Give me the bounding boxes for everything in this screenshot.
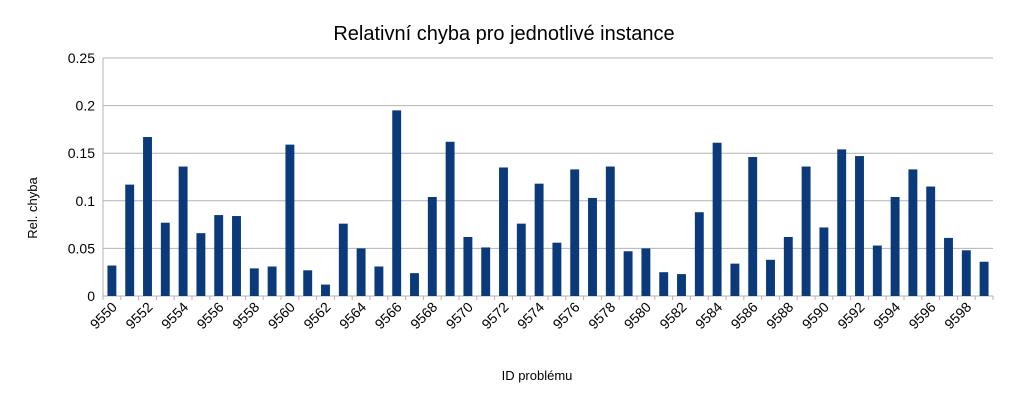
- bar-9557: [232, 216, 241, 296]
- x-tick-label: 9556: [193, 299, 226, 332]
- x-tick-label: 9592: [834, 299, 867, 332]
- bar-9577: [588, 197, 597, 296]
- x-tick-label: 9570: [443, 299, 476, 332]
- bar-9589: [801, 166, 811, 296]
- x-tick-label: 9582: [656, 299, 689, 332]
- x-tick-label: 9580: [621, 299, 654, 332]
- gridlines: [102, 57, 994, 300]
- bar-9567: [410, 273, 419, 296]
- x-tick-label: 9566: [371, 299, 404, 332]
- x-tick-label: 9590: [799, 299, 832, 332]
- bar-9568: [427, 196, 437, 296]
- bar-9562: [321, 284, 330, 296]
- bar-9591: [837, 149, 847, 296]
- bar-9570: [463, 236, 473, 296]
- bar-9576: [570, 169, 580, 296]
- x-axis-label: ID problému: [502, 368, 573, 383]
- x-tick-label: 9596: [905, 299, 938, 332]
- bar-9599: [979, 261, 989, 296]
- y-tick-label: 0.2: [76, 98, 96, 114]
- bar-9592: [855, 156, 864, 296]
- bar-9569: [445, 141, 455, 296]
- bar-9590: [819, 227, 829, 296]
- bar-9556: [214, 215, 224, 296]
- bar-9560: [285, 144, 295, 296]
- y-tick-label: 0.25: [68, 50, 95, 66]
- x-tick-label: 9568: [407, 299, 440, 332]
- bar-9566: [392, 110, 402, 296]
- x-tick-label: 9586: [727, 299, 760, 332]
- bar-9555: [196, 233, 206, 296]
- bars: [107, 110, 989, 296]
- bar-9583: [694, 212, 704, 296]
- bar-9582: [677, 274, 686, 296]
- x-tick-label: 9562: [300, 299, 333, 332]
- bar-9559: [267, 266, 277, 296]
- bar-9586: [748, 157, 758, 296]
- bar-9565: [374, 266, 384, 296]
- bar-9580: [641, 248, 651, 296]
- x-tick-label: 9552: [122, 299, 155, 332]
- bar-9581: [659, 272, 669, 296]
- bar-9587: [766, 259, 775, 296]
- x-tick-label: 9564: [336, 299, 369, 332]
- bar-9571: [481, 247, 491, 296]
- x-tick-label: 9554: [158, 299, 191, 332]
- bar-9552: [143, 137, 152, 296]
- bar-9554: [178, 166, 188, 296]
- bar-9564: [356, 248, 366, 296]
- x-tick-label: 9578: [585, 299, 618, 332]
- bar-9584: [712, 142, 722, 296]
- y-axis-label: Rel. chyba: [25, 177, 40, 239]
- bar-9579: [623, 251, 633, 296]
- bar-9575: [552, 242, 562, 296]
- x-tick-label: 9598: [941, 299, 974, 332]
- x-tick-label: 9572: [478, 299, 511, 332]
- bar-9595: [908, 169, 918, 296]
- bar-9578: [605, 166, 615, 296]
- x-tick-labels: 9550 9552 9554 9556 9558 9560 9562 9564 9566 9568…: [87, 299, 975, 332]
- x-tick-label: 9558: [229, 299, 262, 332]
- x-tick-label: 9574: [514, 299, 547, 332]
- x-tick-label: 9588: [763, 299, 796, 332]
- bar-9573: [516, 223, 526, 296]
- y-tick-label: 0.1: [76, 193, 96, 209]
- bar-9563: [338, 223, 348, 296]
- bar-9588: [783, 236, 793, 296]
- y-tick-label: 0.05: [68, 240, 95, 256]
- bar-9598: [961, 250, 971, 296]
- bar-9561: [303, 270, 313, 296]
- bar-9597: [944, 237, 953, 296]
- bar-9594: [890, 196, 900, 296]
- x-tick-label: 9576: [549, 299, 582, 332]
- x-tick-label: 9584: [692, 299, 725, 332]
- bar-9574: [534, 183, 544, 296]
- bar-9585: [730, 263, 740, 296]
- bar-9553: [160, 222, 170, 296]
- x-tick-label: 9594: [870, 299, 903, 332]
- y-tick-label: 0.15: [68, 145, 95, 161]
- bar-9596: [926, 186, 936, 296]
- bar-9551: [125, 184, 135, 296]
- y-tick-labels: 0 0.05 0.1 0.15 0.2 0.25: [68, 50, 95, 304]
- y-tick-label: 0: [87, 288, 95, 304]
- bar-9593: [872, 245, 882, 296]
- bar-9550: [107, 265, 117, 296]
- x-tick-label: 9560: [265, 299, 298, 332]
- bar-9572: [499, 167, 508, 296]
- bar-9558: [249, 268, 259, 296]
- chart-title: Relativní chyba pro jednotlivé instance: [333, 23, 674, 45]
